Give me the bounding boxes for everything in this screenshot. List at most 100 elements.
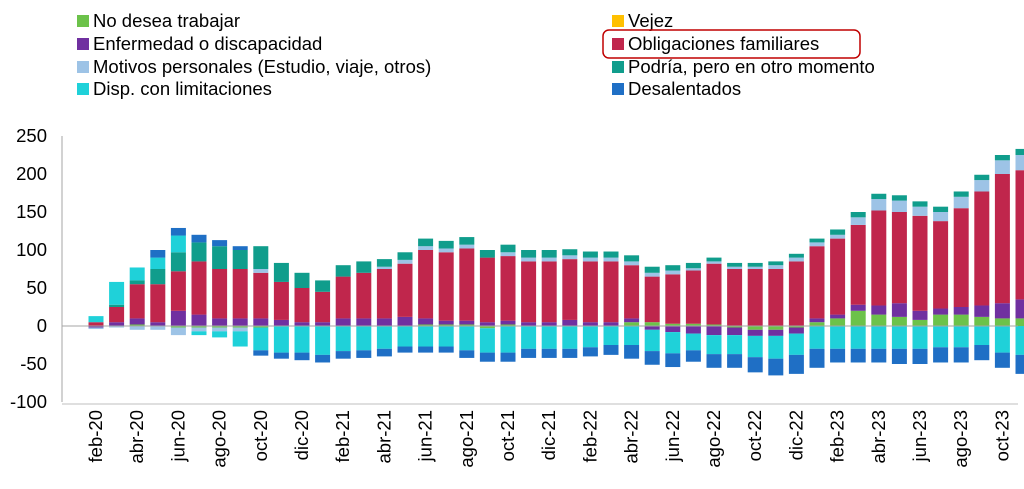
bar-obligaciones-familiares-sep-23 [974,191,990,306]
y-tick-label: 50 [26,277,47,298]
bar-obligaciones-familiares-feb-22 [582,261,598,323]
bar-desalentados-mar-23 [850,348,866,363]
bar-no-desea-trabajar-nov-23 [1015,318,1024,326]
bar-desalentados-jul-21 [438,346,454,353]
bar-obligaciones-familiares-nov-22 [768,269,784,326]
x-tick-label: abr-20 [126,410,147,463]
bar-podria-pero-en-otro-momento-ago-20 [212,246,228,269]
bar-desalentados-jun-20 [170,227,186,236]
bar-desalentados-jul-20 [191,234,207,243]
bar-enfermedad-o-discapacidad-may-21 [397,316,413,326]
x-tick-label: ago-21 [456,410,477,468]
bar-desalentados-sep-20 [232,246,248,250]
bar-motivos-personales-estudio-viaje-otros-sep-22 [727,266,743,269]
bar-enfermedad-o-discapacidad-ago-23 [953,307,969,315]
bar-no-desea-trabajar-ago-21 [459,324,475,326]
bar-podria-pero-en-otro-momento-jul-23 [933,206,949,212]
x-tick-label: feb-21 [332,410,353,462]
bar-disp-con-limitaciones-jul-22 [685,333,701,351]
bar-enfermedad-o-discapacidad-nov-22 [768,329,784,336]
x-tick-label: feb-20 [85,410,106,462]
bar-no-desea-trabajar-ago-20 [212,326,228,328]
bar-enfermedad-o-discapacidad-mar-22 [603,322,619,326]
bar-motivos-personales-estudio-viaje-otros-nov-21 [521,257,537,262]
bar-obligaciones-familiares-feb-20 [88,322,104,326]
bar-enfermedad-o-discapacidad-feb-20 [88,326,104,328]
bar-desalentados-jun-21 [418,346,434,353]
bar-desalentados-sep-21 [479,352,495,362]
bar-disp-con-limitaciones-dic-20 [294,326,310,353]
bar-enfermedad-o-discapacidad-feb-22 [582,322,598,326]
bar-enfermedad-o-discapacidad-ene-21 [315,322,331,326]
x-tick-label: ago-22 [703,410,724,468]
bar-obligaciones-familiares-mar-22 [603,261,619,323]
bar-podria-pero-en-otro-momento-ago-22 [706,257,722,262]
bar-enfermedad-o-discapacidad-mar-20 [109,322,125,326]
bar-disp-con-limitaciones-nov-21 [521,326,537,349]
x-tick-label: feb-23 [827,410,848,462]
bar-disp-con-limitaciones-sep-23 [974,326,990,345]
bar-obligaciones-familiares-sep-21 [479,257,495,323]
bar-enfermedad-o-discapacidad-ago-22 [706,326,722,336]
bar-desalentados-ene-21 [315,354,331,363]
bar-disp-con-limitaciones-feb-21 [335,326,351,352]
bar-enfermedad-o-discapacidad-sep-23 [974,305,990,317]
bar-enfermedad-o-discapacidad-ago-20 [212,318,228,326]
bar-podria-pero-en-otro-momento-ago-23 [953,191,969,197]
bar-enfermedad-o-discapacidad-ene-23 [809,318,825,323]
bar-enfermedad-o-discapacidad-abr-20 [129,318,145,325]
bar-no-desea-trabajar-abr-23 [871,314,887,326]
bar-podria-pero-en-otro-momento-jul-22 [685,262,701,269]
bar-disp-con-limitaciones-ago-23 [953,326,969,348]
bar-motivos-personales-estudio-viaje-otros-may-21 [397,259,413,264]
bar-podria-pero-en-otro-momento-may-20 [150,269,166,285]
bar-no-desea-trabajar-may-23 [891,316,907,326]
bar-obligaciones-familiares-may-22 [644,276,660,323]
legend-swatch-podria-pero-en-otro-momento [612,61,624,73]
bar-disp-con-limitaciones-mar-23 [850,326,866,349]
bar-desalentados-ene-22 [562,348,578,358]
bar-enfermedad-o-discapacidad-oct-21 [500,320,516,325]
bar-podria-pero-en-otro-momento-nov-20 [273,262,289,282]
bar-disp-con-limitaciones-oct-23 [994,326,1010,353]
bar-enfermedad-o-discapacidad-ago-21 [459,320,475,325]
bar-desalentados-mar-22 [603,345,619,355]
bar-disp-con-limitaciones-ene-23 [809,326,825,349]
bar-enfermedad-o-discapacidad-sep-22 [727,327,743,336]
bar-podria-pero-en-otro-momento-ene-22 [562,249,578,256]
bar-disp-con-limitaciones-dic-21 [541,326,557,349]
bar-no-desea-trabajar-jun-23 [912,319,928,326]
bar-obligaciones-familiares-ene-23 [809,246,825,319]
bar-podria-pero-en-otro-momento-nov-21 [521,250,537,258]
bar-disp-con-limitaciones-jun-23 [912,326,928,349]
bar-disp-con-limitaciones-jul-23 [933,326,949,348]
bar-podria-pero-en-otro-momento-abr-22 [624,255,640,262]
bar-enfermedad-o-discapacidad-jul-20 [191,314,207,326]
bar-obligaciones-familiares-nov-21 [521,261,537,323]
legend-swatch-obligaciones-familiares [612,38,624,50]
bar-podria-pero-en-otro-momento-may-22 [644,266,660,273]
bar-disp-con-limitaciones-nov-23 [1015,326,1024,355]
legend-label-obligaciones-familiares: Obligaciones familiares [628,33,819,54]
y-tick-label: 100 [16,239,47,260]
bar-obligaciones-familiares-ago-21 [459,248,475,321]
bar-motivos-personales-estudio-viaje-otros-oct-21 [500,252,516,257]
bar-obligaciones-familiares-oct-21 [500,256,516,321]
bar-podria-pero-en-otro-momento-sep-23 [974,174,990,181]
bar-motivos-personales-estudio-viaje-otros-jul-21 [438,248,454,253]
bar-enfermedad-o-discapacidad-feb-23 [830,314,846,319]
bar-podria-pero-en-otro-momento-jul-20 [191,242,207,262]
bar-disp-con-limitaciones-ago-20 [212,331,228,338]
bar-motivos-personales-estudio-viaje-otros-ago-21 [459,244,475,249]
x-tick-label: jun-20 [167,410,188,462]
x-tick-label: dic-22 [785,410,806,460]
bar-enfermedad-o-discapacidad-may-22 [644,326,660,330]
x-tick-label: abr-23 [868,410,889,463]
bar-disp-con-limitaciones-jun-22 [665,332,681,354]
bar-motivos-personales-estudio-viaje-otros-dic-21 [541,257,557,262]
bar-no-desea-trabajar-abr-22 [624,322,640,326]
bar-obligaciones-familiares-jun-23 [912,215,928,311]
bar-disp-con-limitaciones-may-20 [150,257,166,269]
bar-desalentados-feb-22 [582,347,598,357]
bar-enfermedad-o-discapacidad-mar-21 [356,318,372,326]
